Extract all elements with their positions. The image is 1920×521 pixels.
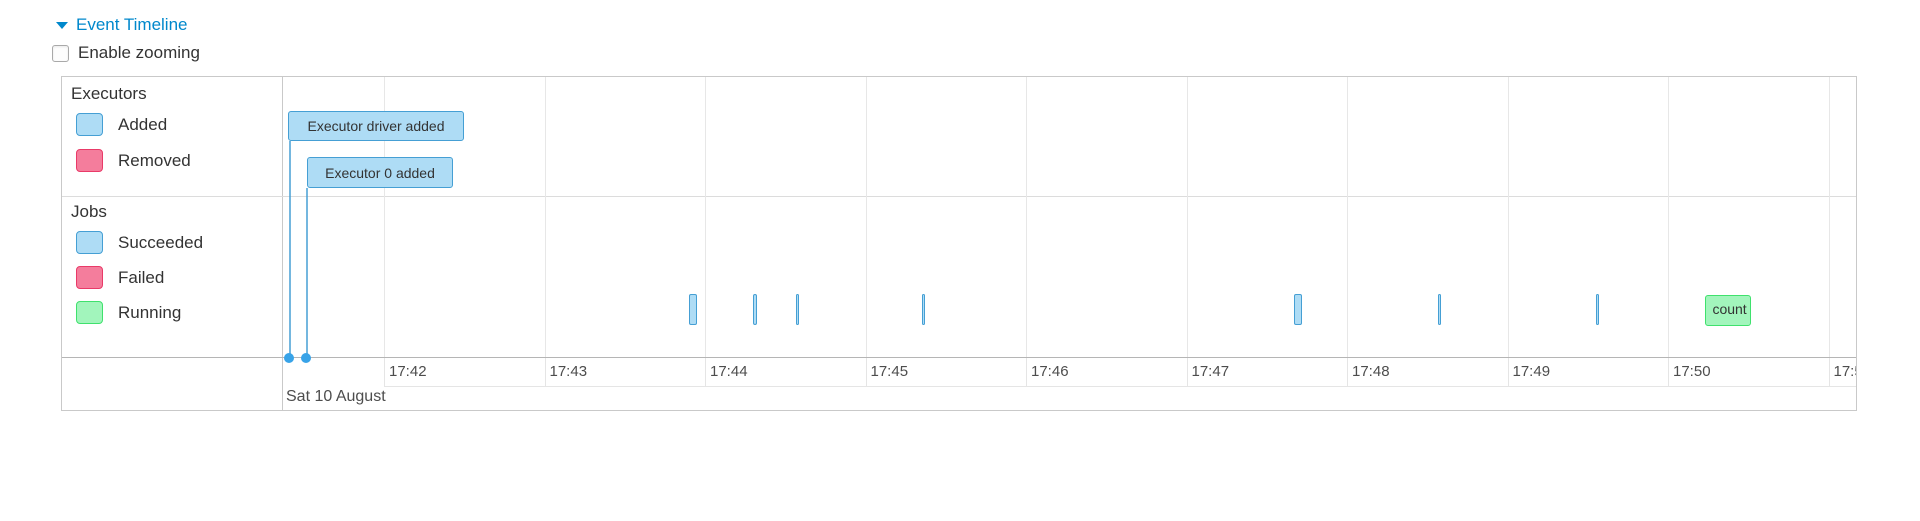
- axis-tick: [705, 358, 706, 386]
- collapse-triangle-icon: [56, 21, 68, 29]
- axis-minor-label: 17:44: [710, 363, 748, 380]
- axis-minor-label: 17:49: [1512, 363, 1551, 380]
- time-axis-line: [62, 357, 1856, 358]
- grid-line: [544, 77, 546, 357]
- axis-tick: [1668, 358, 1669, 386]
- axis-label-bottom-line: [384, 386, 1856, 387]
- job-succeeded-bar[interactable]: [921, 294, 926, 325]
- axis-minor-label: 17:50: [1673, 363, 1711, 380]
- enable-zooming-label: Enable zooming: [78, 43, 200, 62]
- job-succeeded-bar[interactable]: [688, 294, 697, 325]
- axis-minor-label: 17:42: [389, 363, 427, 380]
- timeline-chart[interactable]: 17:42 17:43 17:44 17:45 17:46 17:47 17:48 17:49…: [62, 77, 1856, 410]
- running-swatch-icon: [76, 301, 103, 324]
- grid-line: [1347, 77, 1348, 357]
- axis-minor-label: 17:46: [1031, 363, 1069, 380]
- axis-minor-label: 17:47: [1191, 363, 1230, 380]
- axis-tick: [544, 358, 546, 386]
- job-succeeded-bar[interactable]: [1293, 294, 1302, 325]
- executor-0-added-item[interactable]: Executor 0 added: [307, 157, 453, 188]
- legend-item-removed: Removed: [76, 149, 191, 172]
- added-swatch-icon: [76, 113, 103, 136]
- axis-tick: [865, 358, 867, 386]
- event-timeline-toggle[interactable]: Event Timeline: [56, 15, 188, 35]
- lane-separator: [62, 196, 1856, 197]
- grid-line: [1026, 77, 1027, 357]
- grid-line: [1668, 77, 1669, 357]
- event-timeline-title: Event Timeline: [76, 15, 188, 34]
- failed-swatch-icon: [76, 266, 103, 289]
- executor-item-dot: [301, 353, 311, 363]
- axis-minor-label: 17:51: [1833, 363, 1857, 380]
- grid-line: [384, 77, 385, 357]
- axis-tick: [1186, 358, 1188, 386]
- job-running-bar[interactable]: count: [1705, 295, 1751, 326]
- legend-item-running: Running: [76, 301, 181, 324]
- legend-item-failed: Failed: [76, 266, 164, 289]
- grid-line: [705, 77, 706, 357]
- grid-line: [1507, 77, 1509, 357]
- grid-line: [1828, 77, 1830, 357]
- axis-major-label: Sat 10 August: [286, 388, 386, 405]
- executor-item-stem: [289, 141, 291, 357]
- executor-driver-added-item[interactable]: Executor driver added: [288, 111, 464, 141]
- legend-item-succeeded: Succeeded: [76, 231, 203, 254]
- executor-item-stem: [306, 188, 308, 357]
- succeeded-swatch-icon: [76, 231, 103, 254]
- legend-separator: [282, 77, 283, 410]
- axis-tick: [1347, 358, 1348, 386]
- removed-swatch-icon: [76, 149, 103, 172]
- enable-zooming-checkbox[interactable]: [52, 44, 69, 62]
- job-succeeded-bar[interactable]: [1437, 294, 1442, 325]
- axis-tick: [1828, 358, 1830, 386]
- executor-item-dot: [284, 353, 294, 363]
- job-succeeded-bar[interactable]: [1595, 294, 1600, 325]
- job-succeeded-bar[interactable]: [753, 294, 757, 325]
- axis-tick: [1507, 358, 1509, 386]
- enable-zooming-row[interactable]: Enable zooming: [52, 43, 200, 63]
- grid-line: [1186, 77, 1188, 357]
- job-succeeded-bar[interactable]: [795, 294, 800, 325]
- axis-minor-label: 17:48: [1352, 363, 1390, 380]
- legend-group-title-jobs: Jobs: [71, 202, 107, 221]
- axis-tick: [384, 358, 385, 386]
- axis-minor-label: 17:43: [549, 363, 588, 380]
- grid-line: [865, 77, 867, 357]
- axis-tick: [1026, 358, 1027, 386]
- timeline-panel: Executors Added Removed Jobs Succeeded F…: [61, 76, 1857, 411]
- legend-item-added: Added: [76, 113, 167, 136]
- legend-group-title-executors: Executors: [71, 84, 147, 103]
- axis-minor-label: 17:45: [870, 363, 909, 380]
